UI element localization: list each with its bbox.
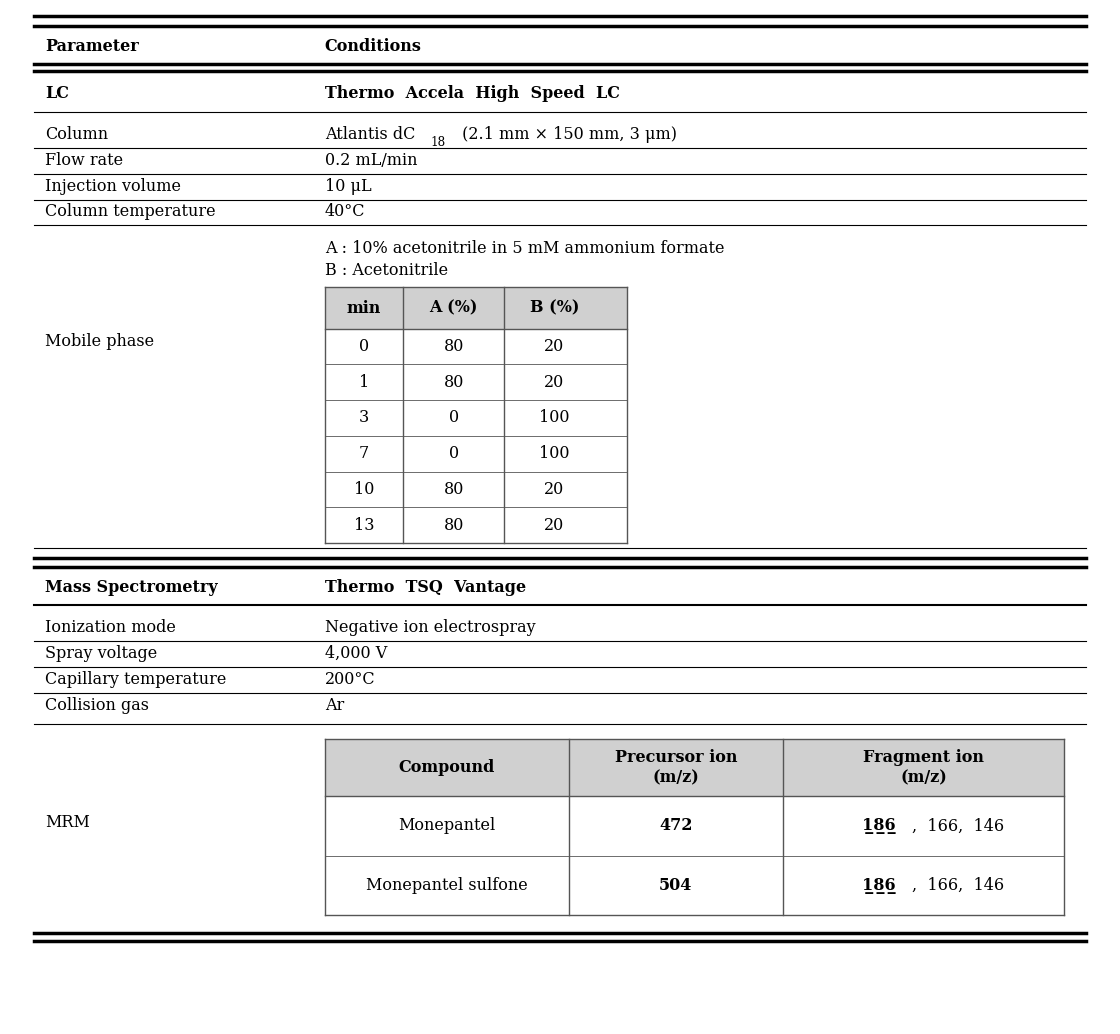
Text: 13: 13 bbox=[354, 517, 374, 534]
Text: 40°C: 40°C bbox=[325, 204, 365, 220]
Text: Monepantel: Monepantel bbox=[398, 818, 495, 834]
Text: LC: LC bbox=[45, 85, 68, 101]
Text: Column temperature: Column temperature bbox=[45, 204, 215, 220]
Text: 504: 504 bbox=[660, 877, 692, 893]
Text: 0.2 mL/min: 0.2 mL/min bbox=[325, 152, 418, 169]
Text: Ionization mode: Ionization mode bbox=[45, 619, 176, 636]
Text: 4,000 V: 4,000 V bbox=[325, 645, 388, 662]
Text: 80: 80 bbox=[444, 338, 464, 355]
Text: 80: 80 bbox=[444, 481, 464, 497]
Text: Compound: Compound bbox=[399, 759, 495, 777]
Text: min: min bbox=[347, 300, 381, 316]
Text: 472: 472 bbox=[660, 818, 692, 834]
Text: 1̲8̲6̲: 1̲8̲6̲ bbox=[862, 818, 896, 834]
Text: 18: 18 bbox=[430, 136, 446, 149]
Bar bbox=[325, 287, 627, 329]
Text: Negative ion electrospray: Negative ion electrospray bbox=[325, 619, 535, 636]
Text: Monepantel sulfone: Monepantel sulfone bbox=[366, 877, 528, 893]
Text: Flow rate: Flow rate bbox=[45, 152, 123, 169]
Text: ,  166,  146: , 166, 146 bbox=[913, 877, 1005, 893]
Text: 1: 1 bbox=[358, 374, 370, 391]
Text: (2.1 mm × 150 mm, 3 μm): (2.1 mm × 150 mm, 3 μm) bbox=[457, 126, 676, 143]
Text: Spray voltage: Spray voltage bbox=[45, 645, 157, 662]
Text: 100: 100 bbox=[539, 446, 570, 462]
Text: (m/z): (m/z) bbox=[900, 769, 946, 787]
Text: Atlantis dC: Atlantis dC bbox=[325, 126, 416, 143]
Text: Parameter: Parameter bbox=[45, 38, 139, 55]
Text: 10: 10 bbox=[354, 481, 374, 497]
Text: Ar: Ar bbox=[325, 697, 344, 713]
Text: Collision gas: Collision gas bbox=[45, 697, 149, 713]
Text: 7: 7 bbox=[358, 446, 370, 462]
Text: 80: 80 bbox=[444, 374, 464, 391]
Text: B : Acetonitrile: B : Acetonitrile bbox=[325, 263, 448, 279]
Text: 0: 0 bbox=[358, 338, 370, 355]
Text: Capillary temperature: Capillary temperature bbox=[45, 671, 226, 688]
Text: 20: 20 bbox=[544, 481, 564, 497]
Text: 80: 80 bbox=[444, 517, 464, 534]
Text: 0: 0 bbox=[448, 409, 459, 426]
Text: 3: 3 bbox=[358, 409, 370, 426]
Bar bbox=[325, 739, 1064, 796]
Text: A : 10% acetonitrile in 5 mM ammonium formate: A : 10% acetonitrile in 5 mM ammonium fo… bbox=[325, 240, 725, 256]
Text: 100: 100 bbox=[539, 409, 570, 426]
Text: Precursor ion: Precursor ion bbox=[615, 749, 737, 766]
Text: MRM: MRM bbox=[45, 814, 90, 830]
Text: 20: 20 bbox=[544, 338, 564, 355]
Text: (m/z): (m/z) bbox=[653, 769, 699, 787]
Text: B (%): B (%) bbox=[530, 300, 579, 316]
Text: Fragment ion: Fragment ion bbox=[864, 749, 984, 766]
Text: 200°C: 200°C bbox=[325, 671, 375, 688]
Text: Thermo  TSQ  Vantage: Thermo TSQ Vantage bbox=[325, 579, 526, 596]
Text: Column: Column bbox=[45, 126, 108, 143]
Text: A (%): A (%) bbox=[429, 300, 478, 316]
Text: 20: 20 bbox=[544, 517, 564, 534]
Text: 1̲8̲6̲: 1̲8̲6̲ bbox=[862, 877, 896, 893]
Text: 20: 20 bbox=[544, 374, 564, 391]
Text: Mobile phase: Mobile phase bbox=[45, 333, 153, 349]
Text: Injection volume: Injection volume bbox=[45, 178, 180, 194]
Text: Thermo  Accela  High  Speed  LC: Thermo Accela High Speed LC bbox=[325, 85, 619, 101]
Text: 10 μL: 10 μL bbox=[325, 178, 372, 194]
Text: ,  166,  146: , 166, 146 bbox=[913, 818, 1005, 834]
Text: Mass Spectrometry: Mass Spectrometry bbox=[45, 579, 217, 596]
Text: 0: 0 bbox=[448, 446, 459, 462]
Text: Conditions: Conditions bbox=[325, 38, 421, 55]
